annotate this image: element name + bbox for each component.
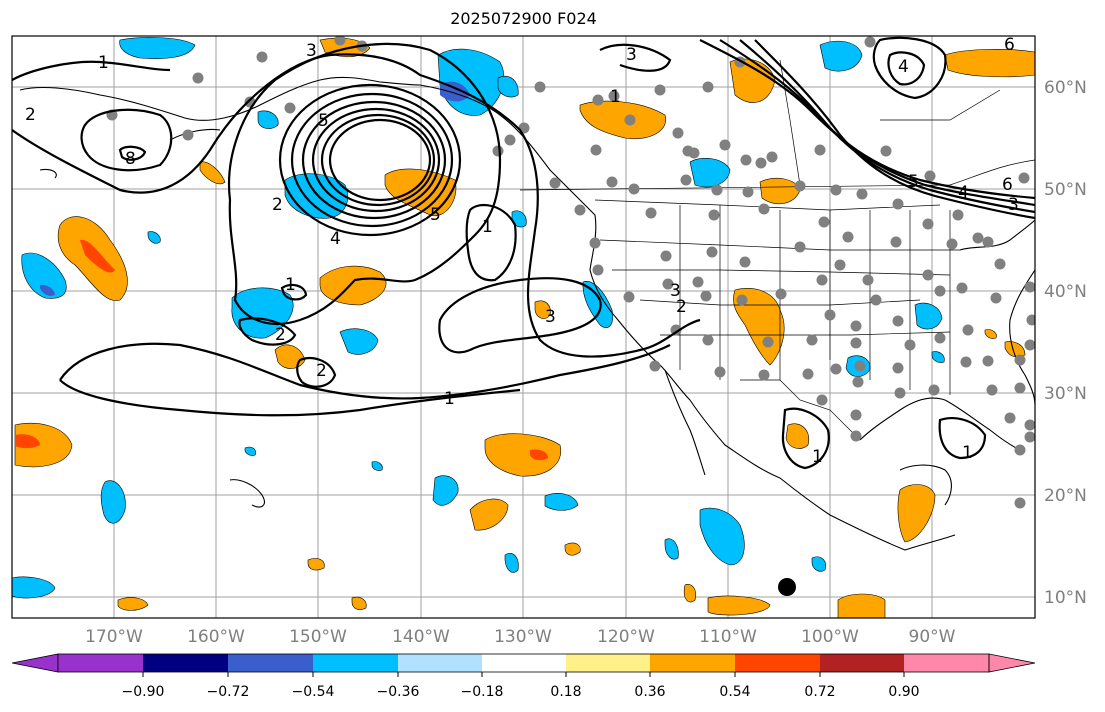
colorbar-segment: [482, 654, 566, 672]
contour-labels: 1 1 1 1 1 1 1 2 2 2 2 2 3 3 3 3 3 4 4 4 …: [25, 35, 1019, 467]
colorbar-tick-label: −0.54: [292, 684, 335, 700]
lat-label: 50°N: [1044, 180, 1087, 200]
colorbar-segment: [313, 654, 398, 672]
contour-label: 6: [1004, 35, 1015, 55]
map-frame: [11, 35, 1036, 619]
lon-label: 160°W: [187, 627, 245, 647]
contour-label: 1: [98, 53, 109, 73]
colorbar-tick-label: −0.36: [377, 684, 420, 700]
contour-label: 1: [610, 87, 621, 107]
contour-label: 1: [812, 447, 823, 467]
contour-label: 2: [275, 325, 286, 345]
contour-label: 2: [316, 361, 327, 381]
contour-label: 3: [1008, 195, 1019, 215]
lon-label: 110°W: [699, 627, 757, 647]
colorbar: −0.90 −0.72 −0.54 −0.36 −0.18 0.18 0.36 …: [11, 653, 1036, 700]
storm-center-marker: [778, 578, 796, 596]
contour-label: 3: [306, 41, 317, 61]
colorbar-segment: [650, 654, 735, 672]
contour-label: 4: [330, 229, 341, 249]
colorbar-tick-label: −0.18: [461, 684, 504, 700]
contour-label: 6: [1002, 175, 1013, 195]
colorbar-segment: [735, 654, 820, 672]
colorbar-segment: [228, 654, 313, 672]
lat-label: 20°N: [1044, 486, 1087, 506]
lon-label: 90°W: [909, 627, 956, 647]
contour-label: 1: [285, 275, 296, 295]
colorbar-tick-label: 0.90: [888, 684, 919, 700]
contour-label: 4: [958, 183, 969, 203]
colorbar-tick-label: 0.18: [550, 684, 581, 700]
colorbar-min-extend: [11, 653, 59, 673]
contour-label: 2: [676, 297, 687, 317]
contour-label: 8: [125, 149, 136, 169]
contour-label: 2: [25, 105, 36, 125]
contour-label: 1: [482, 217, 493, 237]
latitude-labels: 60°N 50°N 40°N 30°N 20°N 10°N: [1044, 78, 1087, 608]
colorbar-segment: [904, 654, 989, 672]
contour-label: 3: [545, 307, 556, 327]
lat-label: 40°N: [1044, 282, 1087, 302]
lon-label: 130°W: [494, 627, 552, 647]
colorbar-segment: [566, 654, 650, 672]
contour-lines: [12, 36, 1035, 470]
lon-label: 120°W: [597, 627, 655, 647]
colorbar-max-extend: [988, 653, 1036, 673]
colorbar-tick-label: 0.54: [719, 684, 750, 700]
contour-label: 5: [318, 111, 329, 131]
lat-label: 10°N: [1044, 588, 1087, 608]
contour-label: 3: [626, 45, 637, 65]
lat-label: 30°N: [1044, 384, 1087, 404]
colorbar-segment: [58, 654, 143, 672]
contour-label: 2: [272, 195, 283, 215]
map-title: 2025072900 F024: [450, 9, 597, 28]
colorbar-segment: [143, 654, 228, 672]
shading-layer: [12, 37, 1035, 618]
contour-label: 1: [962, 443, 973, 463]
colorbar-tick-label: 0.72: [804, 684, 835, 700]
lon-label: 140°W: [392, 627, 450, 647]
contour-label: 4: [898, 57, 909, 77]
contour-label: 5: [430, 205, 441, 225]
lon-label: 170°W: [85, 627, 143, 647]
colorbar-tick-label: 0.36: [634, 684, 665, 700]
contour-label: 1: [444, 389, 455, 409]
colorbar-segment: [398, 654, 482, 672]
station-dots: [106, 36, 1035, 509]
graticule: [12, 36, 1035, 618]
longitude-labels: 170°W 160°W 150°W 140°W 130°W 120°W 110°…: [85, 627, 956, 647]
colorbar-tick-label: −0.72: [207, 684, 250, 700]
colorbar-segment: [820, 654, 904, 672]
contour-label: 3: [670, 281, 681, 301]
colorbar-tick-label: −0.90: [122, 684, 165, 700]
lon-label: 100°W: [801, 627, 859, 647]
lon-label: 150°W: [289, 627, 347, 647]
lat-label: 60°N: [1044, 78, 1087, 98]
contour-label: 5: [908, 172, 919, 192]
